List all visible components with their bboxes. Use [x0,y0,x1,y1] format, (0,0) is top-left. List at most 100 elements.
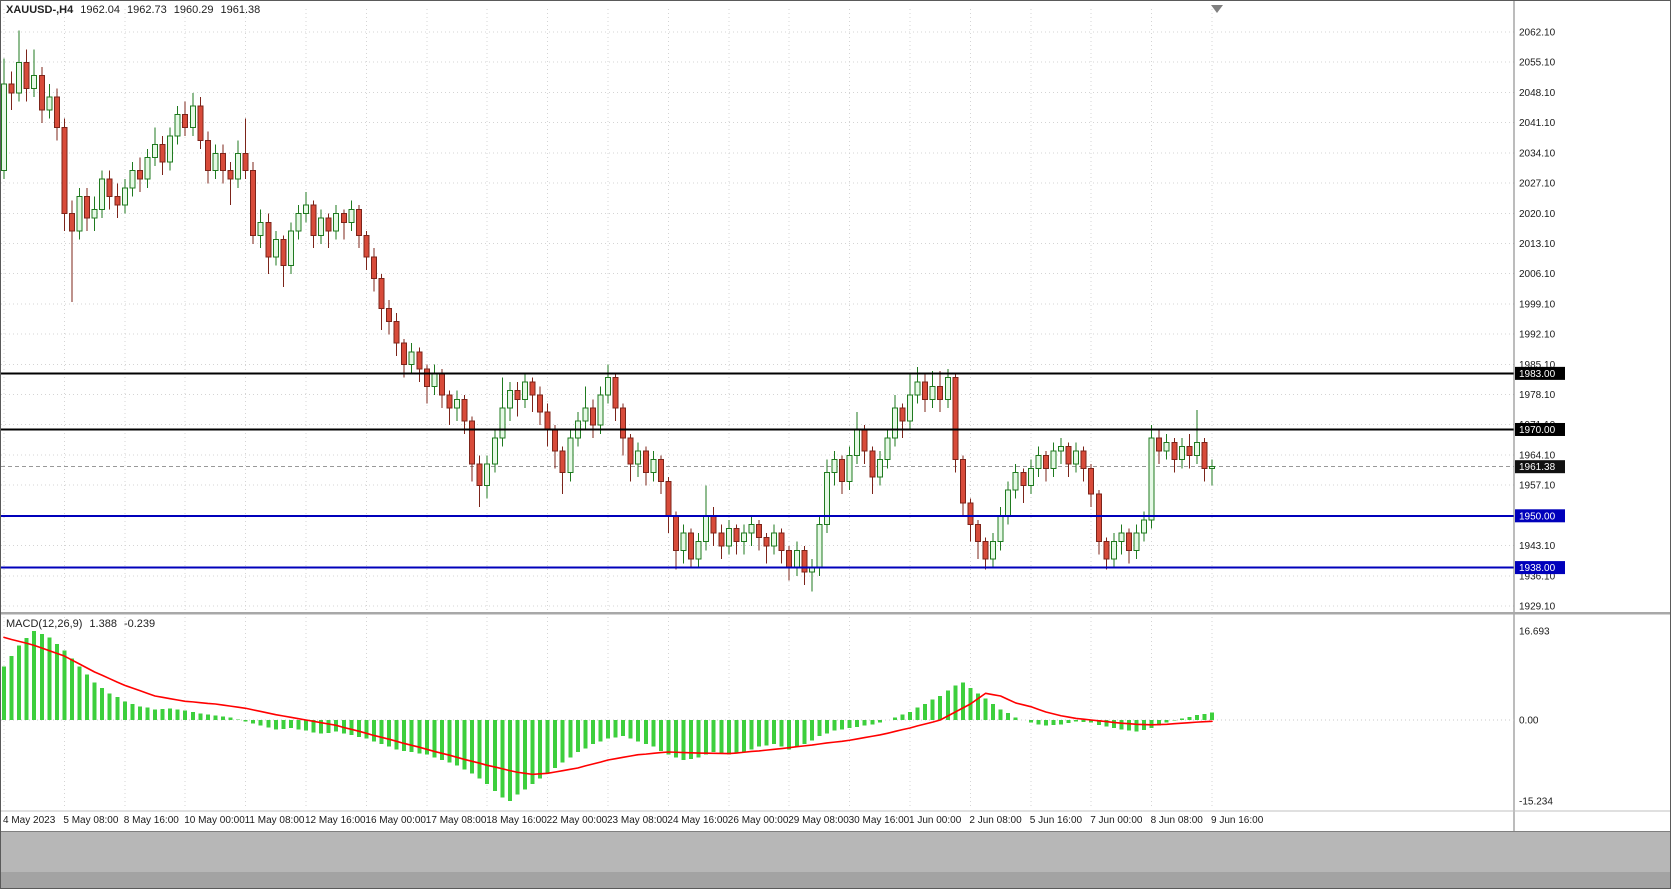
candle [710,507,717,547]
candle-body [1209,466,1215,469]
candle [922,373,929,413]
candle [272,230,279,266]
candle-body [106,178,113,197]
candle [416,347,423,383]
candle-body [212,152,219,172]
panel-divider[interactable] [1,612,1671,615]
candle [1020,468,1027,503]
candle-body [1050,450,1057,469]
candle-body [121,187,128,206]
candle-body [778,532,785,551]
candle-body [1027,467,1034,487]
candle [1103,537,1110,570]
candle [695,533,702,568]
chart-canvas[interactable]: 2062.10 2055.10 2048.10 2041.10 2034.10 2027.… [1,1,1671,833]
candle [1163,433,1170,460]
candle [61,118,68,231]
candle [370,248,377,292]
price-level-badge: 1961.38 [1515,460,1565,474]
candle-body [982,541,989,560]
candle [997,507,1004,551]
candle [1,58,7,180]
time-axis-label: 16 May 00:00 [365,815,426,826]
candle [839,455,846,495]
time-axis-label: 11 May 08:00 [245,815,305,826]
candle [16,30,23,102]
candle-body [318,217,325,236]
candle-body [763,536,770,547]
candle-body [446,394,453,409]
candle-body [1133,532,1140,551]
price-axis-label: 1936.10 [1519,571,1556,582]
candle-body [242,152,249,172]
candle-body [589,407,596,426]
candle [393,312,400,357]
price-level-badge: 1938.00 [1515,561,1565,575]
candle [1065,442,1072,477]
candle [944,369,951,408]
candle [733,524,740,555]
price-axis-label: 2041.10 [1519,118,1556,129]
candle [703,485,710,551]
candle-body [287,230,294,266]
candle [446,390,453,426]
candle-body [514,390,521,400]
candle [84,187,91,231]
candle-body [854,428,861,456]
candle-body [401,342,408,366]
candle-body [408,351,415,366]
candle-body [710,515,717,534]
candle-body [370,256,377,279]
candle-body [129,170,136,189]
candle-body [786,549,793,569]
candle-body [1163,441,1170,452]
candle [778,528,785,564]
candle-body [869,450,876,478]
candle-body [144,157,151,180]
candle [408,343,415,374]
candle-body [159,144,166,163]
candle-body [695,541,702,560]
candle [219,144,226,184]
candle-body [929,385,936,400]
candle [53,88,60,141]
price-axis-label: 2006.10 [1519,269,1556,280]
time-axis-label: 2 Jun 08:00 [969,815,1022,826]
candle-body [189,105,196,128]
candle [280,235,287,288]
candle-body [650,459,657,474]
time-axis-label: 4 May 2023 [3,815,56,826]
candle [831,451,838,486]
candle-body [1020,472,1027,487]
candle [974,520,981,559]
candle-body [84,195,91,219]
macd-signal-line [3,636,1213,776]
candle [212,144,219,180]
candle-body [280,239,287,266]
candle [529,377,536,413]
candle-body [476,463,483,487]
time-axis-label: 8 Jun 08:00 [1151,815,1204,826]
candle-body [393,321,400,344]
price-axis-label: 2020.10 [1519,209,1556,220]
candle [46,84,53,119]
candle-body [355,208,362,236]
candle [91,196,98,231]
candle-body [627,437,634,465]
price-axis-label: 1985.10 [1519,360,1556,371]
candle [959,455,966,516]
candle-body [61,126,68,215]
time-axis: 4 May 2023 5 May 08:00 8 May 16:00 10 May 0… [3,815,1264,826]
candle [1080,446,1087,482]
candle [506,382,513,421]
candle-body [922,381,929,400]
candle-body [1080,450,1087,469]
candle-body [544,411,551,430]
candle-body [68,213,75,232]
candles-layer [1,30,1215,592]
chart-shift-marker-icon[interactable] [1211,5,1223,13]
candle [891,394,898,447]
time-axis-label: 8 May 16:00 [124,815,179,826]
candle [990,533,997,568]
candle-body [612,377,619,409]
